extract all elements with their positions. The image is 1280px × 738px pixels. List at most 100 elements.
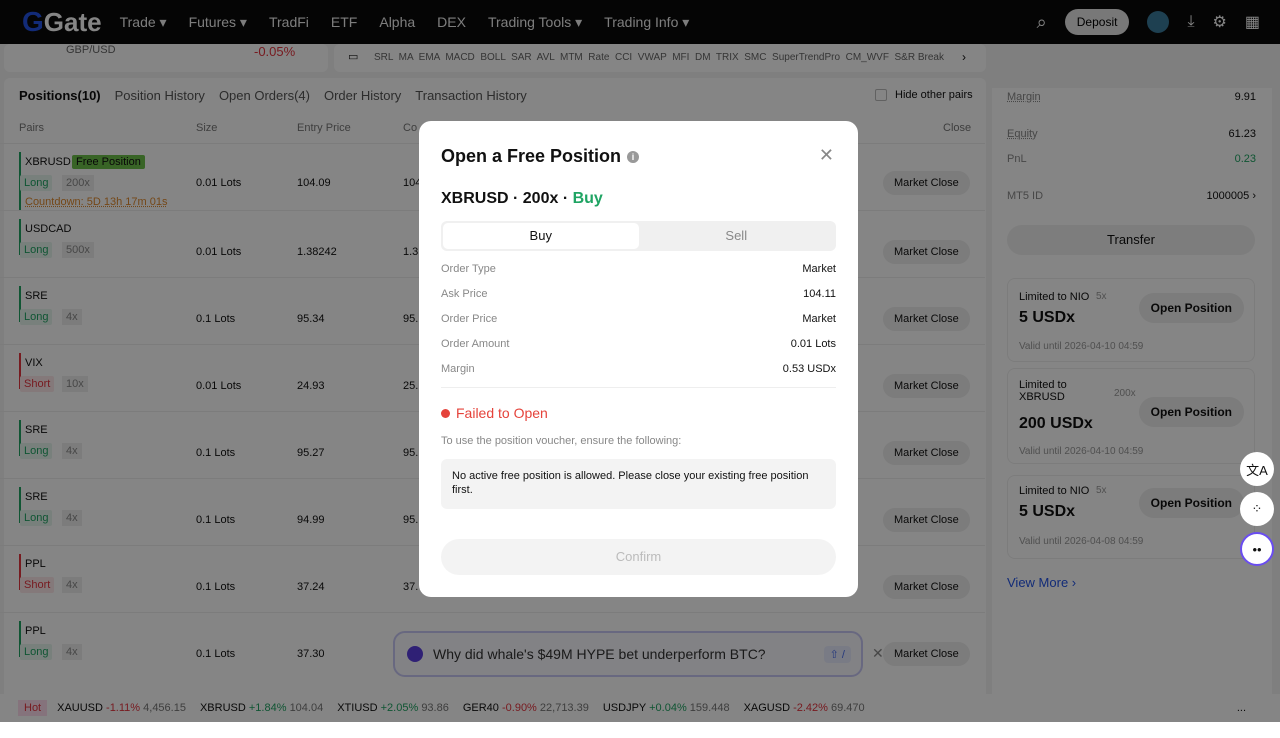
open-position-button[interactable]: Open Position [1138,488,1244,518]
translate-icon[interactable]: 文A [1240,452,1274,486]
ticker-price: 4,456.15 [143,702,186,714]
buy-tab[interactable]: Buy [443,223,639,249]
size-cell: 0.1 Lots [196,648,236,660]
pair-name[interactable]: VIX [25,357,43,369]
leverage-label: 4x [62,443,82,459]
ticker-price: 104.04 [289,702,324,714]
ticker-item[interactable]: GER40 -0.90% 22,713.39 [463,702,589,714]
tab-position-history[interactable]: Position History [114,88,205,103]
tab-transaction-history[interactable]: Transaction History [415,88,527,103]
side-indicator [19,420,21,456]
nav-futures[interactable]: Futures ▾ [188,13,247,30]
close-icon[interactable]: ✕ [818,145,834,165]
market-close-button[interactable]: Market Close [883,171,970,195]
transfer-button[interactable]: Transfer [1007,225,1255,255]
current-price-cell: 95. [403,514,419,526]
entry-price-cell: 37.24 [297,581,325,593]
info-icon[interactable]: i [627,150,640,163]
nav-etf[interactable]: ETF [330,14,358,30]
ticker-change: -1.11% [106,702,141,714]
market-close-button[interactable]: Market Close [883,508,970,532]
nav-trading-tools[interactable]: Trading Tools ▾ [487,13,583,30]
account-panel: Margin 9.91 Equity 61.23 PnL 0.23 MT5 ID… [992,88,1272,738]
nav-dex[interactable]: DEX [437,14,466,30]
ticker-item[interactable]: XAGUSD -2.42% 69.470 [744,702,865,714]
calendar-icon[interactable]: ▭ [348,51,359,63]
open-position-button[interactable]: Open Position [1138,397,1244,427]
voucher-card: Limited to NIO 5x 5 USDx Open Position V… [1007,475,1255,559]
side-indicator [19,487,21,523]
indicator-list[interactable]: SRL MA EMA MACD BOLL SAR AVL MTM Rate CC… [374,52,944,63]
gate-logo[interactable]: G Gate [22,6,102,37]
modal-header: Open a Free Position i [441,146,640,167]
sell-tab[interactable]: Sell [725,228,748,243]
more-icon[interactable]: ... [1236,702,1246,714]
side-indicator [19,554,21,590]
order-detail-row: Margin 0.53 USDx [441,363,836,375]
pair-change: -0.05% [254,44,296,59]
entry-price-cell: 24.93 [297,380,325,392]
ticker-price: 159.448 [689,702,730,714]
ticker-item[interactable]: USDJPY +0.04% 159.448 [603,702,730,714]
market-close-button[interactable]: Market Close [883,575,970,599]
detail-label: Ask Price [441,288,488,300]
ticker-items: XAUUSD -1.11% 4,456.15 XBRUSD +1.84% 104.… [57,702,865,714]
indicator-bar: ▭ SRL MA EMA MACD BOLL SAR AVL MTM Rate … [334,44,986,72]
download-icon[interactable]: ⤓ [1187,13,1195,30]
pair-name[interactable]: SRE [25,491,48,503]
leverage-label: 4x [62,309,82,325]
nav-tradfi[interactable]: TradFi [268,14,309,30]
search-icon[interactable]: ⌕ [1036,11,1047,32]
nav-trading-info[interactable]: Trading Info ▾ [604,13,690,30]
size-cell: 0.1 Lots [196,447,236,459]
market-close-button[interactable]: Market Close [883,642,970,666]
deposit-button[interactable]: Deposit [1064,9,1130,35]
chevron-right-icon[interactable]: › [962,50,966,64]
avatar[interactable] [1147,11,1170,33]
nav-alpha[interactable]: Alpha [379,14,416,30]
order-detail-row: Order Type Market [441,263,836,275]
pair-name[interactable]: XBRUSD [25,156,71,168]
size-cell: 0.01 Lots [196,177,242,189]
pair-name[interactable]: PPL [25,625,46,637]
leverage-label: 4x [62,577,82,593]
pair-name[interactable]: SRE [25,424,48,436]
pair-name[interactable]: SRE [25,290,48,302]
tab-positions[interactable]: Positions(10) [19,88,101,103]
side-indicator [19,219,21,255]
ticker-item[interactable]: XTIUSD +2.05% 93.86 [337,702,449,714]
market-close-button[interactable]: Market Close [883,307,970,331]
size-cell: 0.1 Lots [196,313,236,325]
grid-icon[interactable]: ▦ [1244,14,1260,31]
confirm-button[interactable]: Confirm [441,539,836,575]
col-size: Size [196,122,218,134]
ticker-item[interactable]: XAUUSD -1.11% 4,456.15 [57,702,186,714]
voucher-amount: 5 USDx [1019,503,1076,520]
voucher-limit: Limited to NIO [1019,485,1090,497]
ai-chat-bar[interactable]: Why did whale's $49M HYPE bet underperfo… [393,631,863,677]
close-chat-icon[interactable]: ✕ [872,645,884,661]
tab-order-history[interactable]: Order History [323,88,402,103]
market-close-button[interactable]: Market Close [883,374,970,398]
size-cell: 0.01 Lots [196,380,242,392]
market-close-button[interactable]: Market Close [883,240,970,264]
mt5-id[interactable]: 1000005 › [1206,190,1256,202]
nav-trade[interactable]: Trade ▾ [119,13,167,30]
tab-open-orders[interactable]: Open Orders(4) [218,88,310,103]
voucher-leverage: 5x [1096,485,1107,496]
checkbox[interactable] [875,89,887,101]
open-position-button[interactable]: Open Position [1138,293,1244,323]
gear-icon[interactable]: ⚙ [1212,14,1227,31]
hide-other-pairs[interactable]: Hide other pairs [875,89,973,101]
modal-pair: XBRUSD [441,190,509,207]
view-more-link[interactable]: View More › [1007,575,1077,590]
ticker-item[interactable]: XBRUSD +1.84% 104.04 [200,702,323,714]
pair-name[interactable]: USDCAD [25,223,72,235]
market-close-button[interactable]: Market Close [883,441,970,465]
col-close: Close [943,122,972,134]
error-intro: To use the position voucher, ensure the … [441,435,682,447]
pair-name[interactable]: PPL [25,558,46,570]
ai-assistant-icon[interactable]: •• [1240,532,1274,566]
apps-icon[interactable]: ⁘ [1240,492,1274,526]
equity-value: 61.23 [1228,128,1256,140]
